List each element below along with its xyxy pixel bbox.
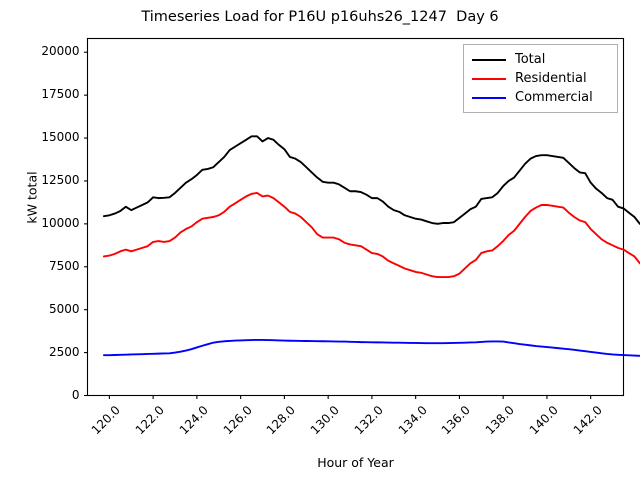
legend-swatch-icon xyxy=(472,77,506,80)
x-axis-label: Hour of Year xyxy=(317,455,394,470)
x-tick-marks xyxy=(108,395,592,399)
y-tick-label: 12500 xyxy=(41,172,80,187)
y-tick-label: 2500 xyxy=(48,344,80,359)
series-line-commercial xyxy=(102,338,640,357)
data-series-group xyxy=(102,135,640,357)
legend-label: Commercial xyxy=(515,90,593,105)
series-line-residential xyxy=(102,192,640,279)
chart-title: Timeseries Load for P16U p16uhs26_1247 D… xyxy=(141,9,499,25)
legend-label: Residential xyxy=(515,71,587,86)
legend-item-commercial[interactable]: Commercial xyxy=(470,88,611,107)
y-tick-label: 20000 xyxy=(41,44,80,59)
legend-swatch-icon xyxy=(472,96,506,99)
chart-legend: Total Residential Commercial xyxy=(463,44,618,113)
series-line-total xyxy=(102,135,640,226)
legend-swatch-icon xyxy=(472,58,506,61)
legend-item-total[interactable]: Total xyxy=(470,50,611,69)
y-tick-label: 17500 xyxy=(41,87,80,102)
y-tick-label: 7500 xyxy=(48,258,80,273)
y-tick-label: 0 xyxy=(71,387,80,402)
y-tick-marks xyxy=(84,51,88,397)
legend-item-residential[interactable]: Residential xyxy=(470,69,611,88)
y-axis-label: kW total xyxy=(24,171,40,224)
y-tick-label: 15000 xyxy=(41,130,80,145)
y-tick-label: 5000 xyxy=(48,301,80,316)
legend-label: Total xyxy=(515,52,546,67)
y-tick-label: 10000 xyxy=(41,215,80,230)
